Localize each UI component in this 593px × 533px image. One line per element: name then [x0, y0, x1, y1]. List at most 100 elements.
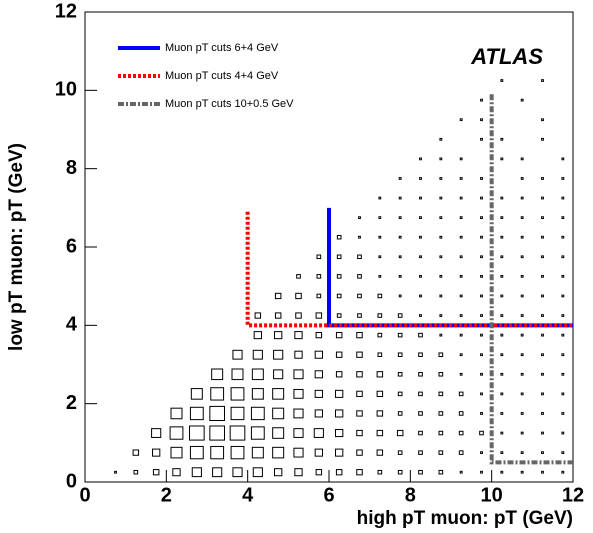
hist-box [439, 294, 443, 298]
hist-box [209, 425, 225, 441]
hist-box [232, 349, 243, 360]
hist-box [357, 293, 362, 299]
hist-box [520, 216, 524, 220]
hist-box [459, 294, 463, 298]
hist-box [541, 314, 544, 317]
hist-box [191, 467, 202, 478]
hist-box [190, 388, 203, 400]
hist-box [357, 254, 362, 260]
hist-box [358, 216, 361, 220]
y-tick-label: 6 [66, 235, 77, 257]
hist-box [378, 235, 382, 239]
hist-box [561, 157, 565, 161]
hist-box [335, 331, 343, 339]
y-axis-label: low pT muon: pT (GeV) [6, 143, 27, 351]
hist-box [520, 451, 524, 455]
hist-box [398, 274, 402, 278]
hist-box [335, 351, 343, 358]
hist-box [376, 449, 384, 456]
hist-box [459, 333, 463, 337]
hist-box [561, 235, 565, 239]
hist-box [541, 235, 544, 239]
hist-box [520, 392, 524, 396]
hist-box [520, 177, 524, 180]
hist-box [520, 333, 524, 337]
hist-box [397, 391, 403, 397]
hist-box [561, 451, 565, 455]
hist-box [480, 353, 483, 357]
hist-box [335, 429, 344, 438]
hist-box [209, 405, 225, 422]
hist-box [541, 216, 544, 220]
x-tick-label: 4 [242, 484, 254, 506]
hist-box [152, 448, 161, 457]
hist-box [170, 407, 183, 420]
hist-box [439, 235, 443, 239]
hist-box [541, 470, 544, 474]
hist-box [398, 196, 402, 200]
hist-box [541, 353, 544, 357]
hist-box [480, 118, 483, 122]
hist-box [439, 137, 443, 141]
y-tick-label: 8 [66, 157, 77, 179]
hist-box [438, 411, 444, 416]
hist-box [459, 255, 463, 259]
hist-box [520, 255, 524, 259]
hist-box [439, 314, 443, 317]
hist-box [251, 388, 264, 400]
hist-box [500, 216, 504, 220]
hist-box [378, 255, 382, 259]
hist-box [151, 428, 162, 438]
hist-box [335, 469, 343, 476]
hist-box [541, 177, 544, 180]
atlas-label: ATLAS [470, 44, 543, 69]
x-tick-label: 6 [323, 484, 334, 506]
hist-box [541, 137, 544, 141]
hist-box [500, 372, 504, 376]
hist-box [377, 352, 383, 357]
hist-box [274, 331, 283, 340]
legend-label: Muon pT cuts 10+0.5 GeV [165, 98, 294, 110]
hist-box [500, 274, 504, 278]
hist-box [189, 445, 204, 460]
hist-box [376, 410, 384, 417]
hist-box [419, 274, 422, 278]
hist-box [541, 412, 544, 415]
hist-box [480, 294, 483, 298]
hist-box [272, 388, 285, 400]
hist-box [459, 235, 463, 239]
hist-box [419, 294, 422, 298]
hist-box [418, 391, 423, 397]
hist-box [250, 426, 265, 440]
hist-box [396, 429, 404, 437]
x-tick-label: 10 [481, 484, 503, 506]
hist-box [336, 313, 342, 318]
hist-box [357, 274, 362, 279]
hist-box [419, 314, 422, 317]
cut-line [489, 94, 573, 465]
hist-box [500, 255, 504, 259]
hist-box [419, 157, 422, 161]
hist-box [315, 331, 323, 339]
hist-box [397, 313, 403, 318]
hist-box [480, 372, 483, 376]
hist-box [252, 467, 263, 478]
legend-label: Muon pT cuts 4+4 GeV [165, 70, 279, 82]
hist-box [252, 349, 263, 360]
hist-box [438, 372, 444, 377]
hist-box [274, 468, 283, 477]
hist-box [418, 469, 423, 475]
hist-box [314, 389, 323, 398]
hist-box [132, 449, 140, 456]
hist-box [439, 274, 443, 278]
hist-box [295, 312, 302, 319]
hist-box [541, 431, 544, 435]
hist-box [520, 294, 524, 298]
y-tick-label: 4 [66, 314, 78, 336]
hist-box [295, 292, 302, 300]
hist-box [500, 79, 504, 82]
hist-box [169, 426, 184, 440]
hist-box [336, 234, 342, 240]
hist-box [296, 274, 301, 279]
